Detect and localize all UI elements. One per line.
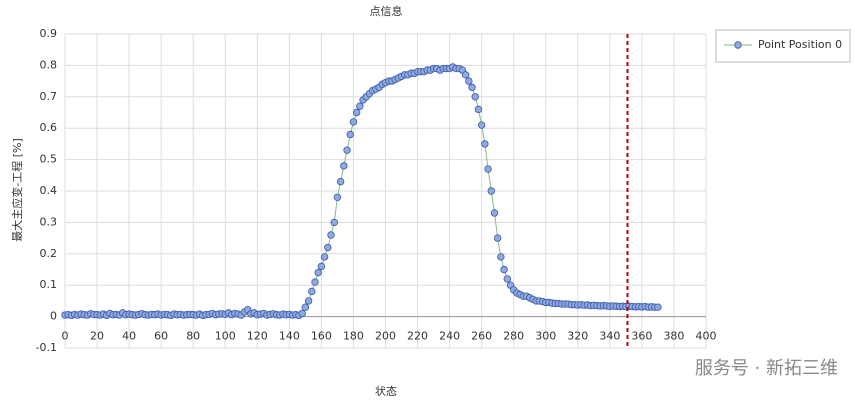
data-point <box>343 146 351 154</box>
y-tick-label: 0.2 <box>40 247 58 260</box>
data-point <box>356 102 364 110</box>
x-tick-label: 300 <box>535 330 556 343</box>
data-point <box>471 93 479 101</box>
data-point <box>493 234 502 242</box>
y-axis-label: 最大主应变-工程 [%] <box>10 138 24 242</box>
y-tick-label: 0.4 <box>40 184 58 197</box>
x-tick-label: 160 <box>311 330 332 343</box>
data-point <box>481 140 489 148</box>
data-point <box>349 118 358 126</box>
y-tick-label: -0.1 <box>36 341 57 354</box>
data-point <box>308 287 316 296</box>
x-tick-label: 320 <box>567 330 588 343</box>
data-point <box>311 278 319 286</box>
y-tick-label: 0 <box>50 310 57 323</box>
x-tick-label: 40 <box>122 330 136 343</box>
x-tick-label: 100 <box>215 330 236 343</box>
y-tick-label: 0.3 <box>40 215 58 228</box>
y-tick-label: 0.7 <box>40 90 58 103</box>
x-tick-label: 240 <box>439 330 460 343</box>
x-tick-label: 360 <box>631 330 652 343</box>
data-point <box>484 165 492 173</box>
data-point <box>654 303 662 311</box>
data-point <box>340 162 348 170</box>
x-tick-label: 60 <box>154 330 168 343</box>
data-point <box>465 77 473 85</box>
x-tick-label: 340 <box>599 330 620 343</box>
data-point <box>487 187 495 195</box>
x-tick-label: 220 <box>407 330 428 343</box>
data-point <box>503 275 511 283</box>
y-tick-label: 0.1 <box>40 278 58 291</box>
data-point <box>336 177 345 186</box>
x-tick-label: 260 <box>471 330 492 343</box>
data-point <box>333 193 342 201</box>
x-tick-label: 200 <box>375 330 396 343</box>
x-tick-label: 180 <box>343 330 364 343</box>
data-point <box>327 231 335 239</box>
x-axis-label: 状态 <box>375 384 397 398</box>
x-tick-label: 0 <box>62 330 69 343</box>
data-point <box>330 218 338 227</box>
x-tick-label: 120 <box>247 330 268 343</box>
data-point <box>301 303 310 311</box>
data-point <box>298 309 306 318</box>
x-tick-label: 280 <box>503 330 524 343</box>
data-point <box>500 265 508 274</box>
legend-label: Point Position 0 <box>758 38 842 51</box>
y-tick-label: 0.6 <box>40 121 58 134</box>
data-point <box>314 268 322 277</box>
data-point <box>346 130 354 139</box>
y-tick-label: 0.9 <box>40 27 58 40</box>
data-point <box>352 108 361 117</box>
data-point <box>461 71 470 79</box>
legend-marker <box>734 41 742 49</box>
data-point <box>474 105 483 114</box>
watermark: 服务号 · 新拓三维 <box>695 358 838 379</box>
data-point <box>304 297 313 305</box>
data-point <box>490 209 499 217</box>
x-tick-label: 80 <box>186 330 200 343</box>
x-tick-label: 380 <box>663 330 684 343</box>
data-point <box>497 253 505 261</box>
chart-title: 点信息 <box>370 4 403 18</box>
data-point <box>477 121 486 129</box>
x-tick-label: 400 <box>696 330 717 343</box>
x-tick-label: 20 <box>90 330 104 343</box>
x-tick-label: 140 <box>279 330 300 343</box>
y-tick-label: 0.8 <box>40 58 58 71</box>
data-point <box>324 243 332 252</box>
data-point <box>468 83 476 92</box>
y-tick-label: 0.5 <box>40 153 58 166</box>
data-point <box>320 253 329 261</box>
data-point <box>317 262 326 271</box>
